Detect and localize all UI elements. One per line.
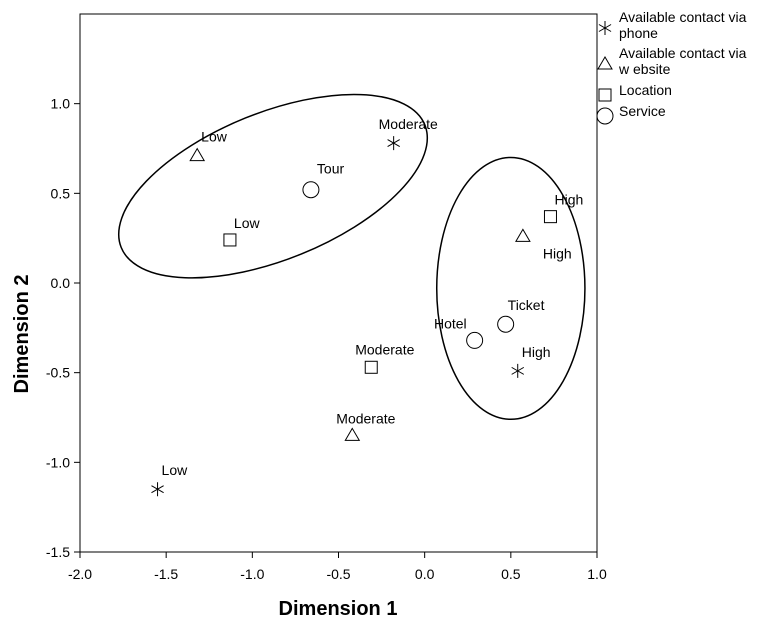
y-axis-title: Dimension 2: [11, 275, 33, 394]
point-star-marker: [511, 363, 525, 378]
legend-triangle-icon: [597, 56, 613, 70]
point-label: Low: [234, 215, 261, 231]
y-tick-label: -1.5: [46, 544, 70, 560]
point-label: Ticket: [508, 297, 545, 313]
point-label: Moderate: [355, 341, 414, 357]
cluster-ellipse: [117, 93, 429, 279]
legend-label: Available contact via: [619, 9, 747, 25]
point-triangle-marker: [344, 427, 361, 441]
x-tick-label: 0.5: [501, 566, 521, 582]
point-label: High: [543, 245, 572, 261]
x-tick-label: 0.0: [415, 566, 435, 582]
point-triangle-marker: [515, 228, 531, 242]
y-tick-label: 0.0: [51, 275, 71, 291]
point-label: High: [522, 344, 551, 360]
point-star-marker: [151, 482, 164, 497]
y-tick-label: -1.0: [46, 454, 70, 470]
y-axis-ticks: 1.0 0.5 0.0 -0.5 -1.0 -1.5: [46, 96, 80, 560]
point-triangle-marker: [189, 147, 206, 162]
point-label: Low: [201, 129, 228, 145]
x-tick-label: -0.5: [326, 566, 350, 582]
point-label: Moderate: [336, 410, 395, 426]
point-square-marker: [223, 233, 237, 247]
data-points: Low Moderate High Low Moderate High Low Moderat…: [151, 116, 583, 497]
x-axis-ticks: -2.0 -1.5 -1.0 -0.5 0.0 0.5 1.0: [68, 552, 607, 582]
point-square-marker: [543, 210, 557, 224]
x-tick-label: 1.0: [587, 566, 607, 582]
x-axis-title: Dimension 1: [279, 598, 398, 620]
legend-star-icon: [598, 21, 612, 35]
legend-label: Location: [619, 82, 672, 98]
cluster-ellipse: [435, 156, 586, 421]
point-label: High: [554, 192, 583, 208]
y-tick-label: 1.0: [51, 96, 71, 112]
cluster-ellipses: [117, 93, 586, 421]
point-circle-marker: [466, 331, 484, 349]
legend-square-icon: [598, 88, 612, 102]
point-label: Tour: [317, 161, 345, 177]
legend-label: Service: [619, 103, 666, 119]
legend-label: Available contact via: [619, 45, 747, 61]
point-circle-marker: [302, 181, 320, 199]
point-label: Hotel: [434, 315, 467, 331]
x-tick-label: -1.5: [154, 566, 178, 582]
legend-circle-icon: [596, 107, 614, 125]
y-tick-label: -0.5: [46, 365, 70, 381]
x-tick-label: -2.0: [68, 566, 92, 582]
point-circle-marker: [497, 315, 515, 333]
legend-label: w ebsite: [618, 61, 671, 77]
legend-label: phone: [619, 25, 658, 41]
point-square-marker: [364, 360, 378, 374]
point-label: Low: [162, 462, 189, 478]
y-tick-label: 0.5: [51, 185, 71, 201]
x-tick-label: -1.0: [240, 566, 264, 582]
point-label: Moderate: [379, 116, 438, 132]
point-star-marker: [387, 136, 400, 151]
